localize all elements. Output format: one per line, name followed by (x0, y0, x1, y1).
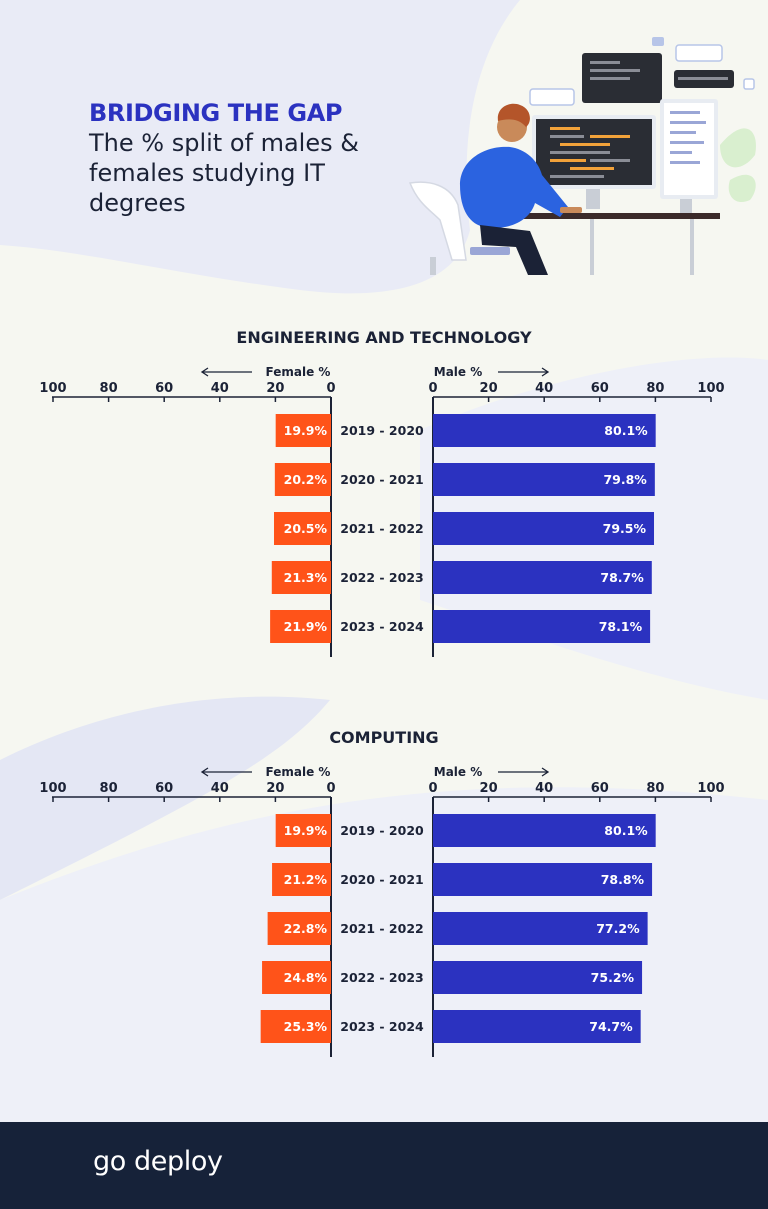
male-bar (433, 863, 653, 896)
female-value-label: 19.9% (284, 823, 328, 838)
female-tick-label: 100 (39, 381, 66, 396)
female-value-label: 24.8% (284, 970, 328, 985)
right-arrow-icon (498, 767, 550, 777)
right-arrow-icon (498, 367, 550, 377)
male-axis-label: Male % (434, 765, 483, 779)
male-value-label: 79.8% (603, 472, 647, 487)
year-category-label: 2023 - 2024 (340, 1019, 424, 1034)
male-tick-label: 40 (535, 381, 553, 396)
female-bar (275, 814, 331, 847)
female-tick-label: 100 (39, 781, 66, 796)
year-category-label: 2019 - 2020 (340, 823, 424, 838)
header: BRIDGING THE GAP The % split of males & … (89, 98, 389, 218)
female-tick-label: 60 (155, 781, 173, 796)
female-tick-label: 0 (326, 781, 335, 796)
female-tick-label: 20 (266, 781, 284, 796)
female-bar (272, 863, 331, 896)
female-bar (275, 414, 331, 447)
male-value-label: 78.1% (599, 619, 643, 634)
female-value-label: 21.2% (284, 872, 328, 887)
female-value-label: 25.3% (284, 1019, 328, 1034)
male-value-label: 78.7% (600, 570, 644, 585)
male-bar (433, 610, 651, 643)
left-arrow-icon (200, 767, 252, 777)
male-tick-label: 20 (480, 381, 498, 396)
year-category-label: 2019 - 2020 (340, 423, 424, 438)
male-bar (433, 1010, 641, 1043)
female-value-label: 21.3% (284, 570, 328, 585)
male-value-label: 77.2% (596, 921, 640, 936)
developer-illustration-icon (408, 37, 756, 275)
female-bar (262, 961, 331, 994)
female-bar (271, 561, 331, 594)
female-value-label: 22.8% (284, 921, 328, 936)
year-category-label: 2023 - 2024 (340, 619, 424, 634)
year-category-label: 2021 - 2022 (340, 921, 423, 936)
male-bar (433, 414, 656, 447)
female-value-label: 20.5% (284, 521, 328, 536)
female-bar (274, 463, 331, 496)
female-tick-label: 80 (100, 381, 118, 396)
female-tick-label: 20 (266, 381, 284, 396)
female-tick-label: 80 (100, 781, 118, 796)
female-tick-label: 40 (211, 781, 229, 796)
female-bar (270, 610, 331, 643)
male-bar (433, 463, 655, 496)
year-category-label: 2020 - 2021 (340, 472, 423, 487)
male-tick-label: 100 (697, 781, 724, 796)
male-bar (433, 512, 655, 545)
female-axis-label: Female % (266, 765, 331, 779)
female-axis-label: Female % (266, 365, 331, 379)
male-axis-label: Male % (434, 365, 483, 379)
male-bar (433, 961, 643, 994)
year-category-label: 2020 - 2021 (340, 872, 423, 887)
male-bar (433, 912, 648, 945)
male-tick-label: 40 (535, 781, 553, 796)
male-value-label: 74.7% (589, 1019, 633, 1034)
male-tick-label: 80 (646, 781, 664, 796)
female-bar (267, 912, 331, 945)
male-tick-label: 100 (697, 381, 724, 396)
year-category-label: 2022 - 2023 (340, 570, 423, 585)
year-category-label: 2021 - 2022 (340, 521, 423, 536)
chart-title: COMPUTING (329, 728, 438, 747)
male-value-label: 79.5% (603, 521, 647, 536)
female-value-label: 21.9% (284, 619, 328, 634)
male-bar (433, 814, 656, 847)
male-tick-label: 20 (480, 781, 498, 796)
female-tick-label: 40 (211, 381, 229, 396)
male-tick-label: 60 (591, 781, 609, 796)
left-arrow-icon (200, 367, 252, 377)
page-subtitle: The % split of males & females studying … (89, 129, 359, 217)
footer: go deploy (0, 1122, 768, 1209)
male-tick-label: 0 (428, 381, 437, 396)
male-value-label: 80.1% (604, 823, 648, 838)
female-bar (274, 512, 331, 545)
male-tick-label: 0 (428, 781, 437, 796)
page-title: BRIDGING THE GAP (89, 99, 343, 127)
female-tick-label: 60 (155, 381, 173, 396)
female-value-label: 19.9% (284, 423, 328, 438)
year-category-label: 2022 - 2023 (340, 970, 423, 985)
male-tick-label: 60 (591, 381, 609, 396)
female-tick-label: 0 (326, 381, 335, 396)
male-value-label: 75.2% (591, 970, 635, 985)
male-value-label: 78.8% (601, 872, 645, 887)
female-bar (260, 1010, 331, 1043)
chart-title: ENGINEERING AND TECHNOLOGY (236, 328, 532, 347)
female-value-label: 20.2% (284, 472, 328, 487)
brand-logo: go deploy (93, 1146, 223, 1177)
male-value-label: 80.1% (604, 423, 648, 438)
male-tick-label: 80 (646, 381, 664, 396)
male-bar (433, 561, 652, 594)
